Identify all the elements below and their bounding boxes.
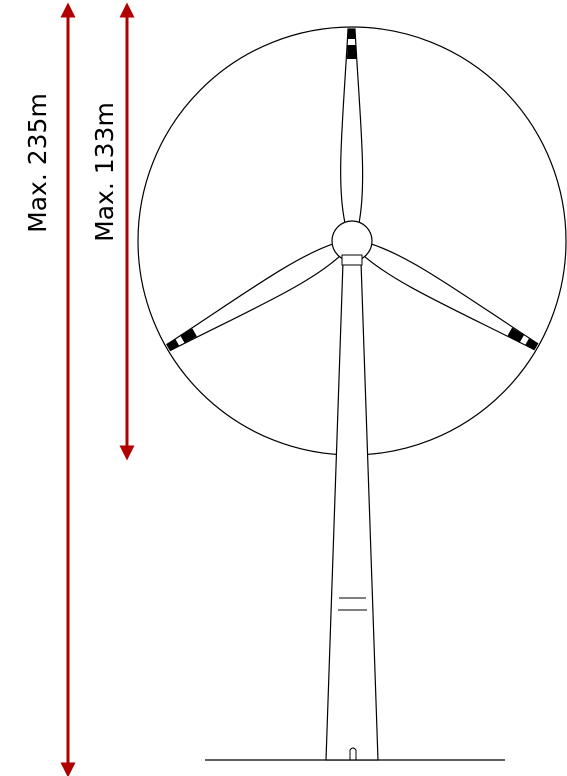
rotor	[162, 28, 542, 358]
nacelle	[341, 254, 363, 266]
blade	[162, 240, 343, 358]
tower-door	[349, 747, 357, 760]
blade	[340, 28, 364, 224]
hub-height-label: Max. 133m	[90, 102, 119, 242]
blade	[361, 239, 542, 357]
tower	[325, 261, 379, 761]
total-height-label: Max. 235m	[23, 93, 52, 233]
